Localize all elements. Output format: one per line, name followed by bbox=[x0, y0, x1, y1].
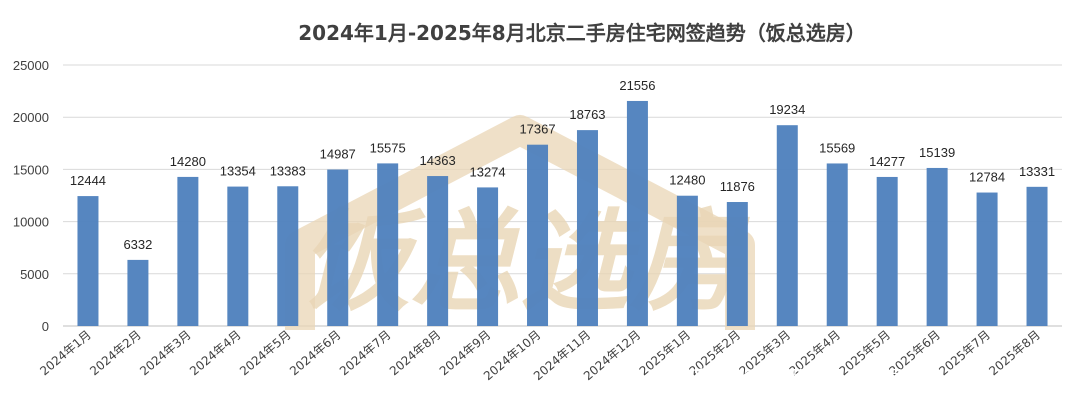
bar-series bbox=[77, 100, 1048, 327]
x-tick-label: 2024年8月 bbox=[387, 328, 444, 379]
data-label: 14363 bbox=[420, 153, 456, 168]
data-label: 18763 bbox=[569, 107, 605, 122]
y-tick-label: 15000 bbox=[13, 162, 49, 177]
x-tick-label: 2024年4月 bbox=[187, 328, 244, 379]
data-label: 14277 bbox=[869, 154, 905, 169]
data-label: 13354 bbox=[220, 164, 256, 179]
data-label: 13383 bbox=[270, 163, 306, 178]
watermark-text: 饭总选房 bbox=[300, 198, 750, 326]
y-tick-label: 0 bbox=[42, 319, 49, 334]
data-label: 12444 bbox=[70, 173, 106, 188]
bar bbox=[576, 130, 598, 326]
bar bbox=[626, 100, 648, 327]
y-tick-label: 10000 bbox=[13, 215, 49, 230]
y-tick-label: 25000 bbox=[13, 58, 49, 73]
x-tick-label: 2024年6月 bbox=[287, 328, 344, 379]
data-label: 13274 bbox=[469, 164, 505, 179]
data-label: 12784 bbox=[969, 170, 1005, 185]
x-tick-label: 2025年7月 bbox=[936, 328, 993, 379]
bar bbox=[776, 125, 798, 326]
bar bbox=[976, 192, 998, 326]
data-label: 14987 bbox=[320, 147, 356, 162]
y-tick-label: 5000 bbox=[20, 267, 49, 282]
x-tick-label: 2024年5月 bbox=[237, 328, 294, 379]
bar bbox=[177, 176, 199, 326]
data-label: 19234 bbox=[769, 102, 805, 117]
bar bbox=[477, 187, 499, 326]
bar bbox=[227, 186, 249, 326]
y-axis-ticks: 0 5000 10000 15000 20000 25000 bbox=[13, 58, 49, 334]
data-label: 17367 bbox=[519, 122, 555, 137]
bar bbox=[726, 202, 748, 326]
bar bbox=[427, 176, 449, 326]
x-tick-label: 2024年7月 bbox=[337, 328, 394, 379]
bar bbox=[1026, 186, 1048, 326]
data-label: 11876 bbox=[720, 179, 755, 194]
chart-title: 2024年1月-2025年8月北京二手房住宅网签趋势（饭总选房） bbox=[298, 21, 865, 45]
bar bbox=[676, 195, 698, 326]
data-label: 21556 bbox=[619, 78, 655, 93]
bar bbox=[77, 196, 99, 326]
bar bbox=[277, 186, 299, 326]
data-label: 15569 bbox=[819, 140, 855, 155]
data-label: 6332 bbox=[123, 237, 152, 252]
bar bbox=[327, 169, 349, 326]
data-labels: 12444 6332 14280 13354 13383 14987 15575 14363 1… bbox=[70, 78, 1055, 252]
bar bbox=[826, 163, 848, 326]
y-tick-label: 20000 bbox=[13, 110, 49, 125]
data-label: 14280 bbox=[170, 154, 206, 169]
data-label: 15139 bbox=[919, 145, 955, 160]
x-tick-label: 2024年2月 bbox=[87, 328, 144, 379]
bar bbox=[377, 163, 399, 326]
x-tick-label: 2024年1月 bbox=[37, 328, 94, 379]
x-tick-label: 2024年3月 bbox=[137, 328, 194, 379]
bar bbox=[527, 144, 549, 326]
bar bbox=[926, 167, 948, 326]
bar bbox=[127, 259, 149, 326]
data-label: 12480 bbox=[669, 173, 705, 188]
data-label: 15575 bbox=[370, 140, 406, 155]
credit-watermark: 知乎 @北京中弘安居大数据 bbox=[668, 367, 902, 389]
x-tick-label: 2025年8月 bbox=[986, 328, 1043, 379]
data-label: 13331 bbox=[1019, 164, 1055, 179]
bar bbox=[876, 176, 898, 326]
